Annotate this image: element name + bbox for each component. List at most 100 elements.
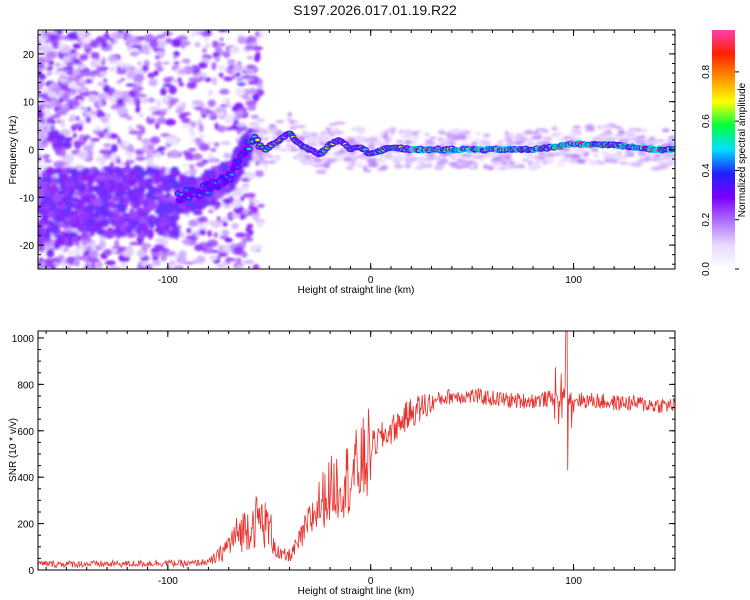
noise-blob [168, 215, 177, 223]
noise-blob [51, 176, 59, 185]
noise-blob [241, 251, 248, 258]
noise-blob [669, 135, 675, 139]
noise-blob [213, 192, 221, 199]
noise-blob [185, 178, 192, 188]
noise-blob [537, 141, 549, 145]
noise-blob [405, 158, 416, 163]
noise-blob [62, 231, 71, 240]
noise-blob [232, 74, 237, 79]
noise-blob [46, 124, 51, 132]
noise-blob [214, 122, 219, 130]
noise-blob [666, 159, 675, 163]
noise-blob [156, 66, 164, 72]
noise-blob [575, 147, 587, 151]
noise-blob [181, 43, 186, 49]
noise-blob [73, 247, 85, 255]
noise-blob [105, 130, 111, 140]
noise-blob [198, 123, 204, 133]
noise-blob [139, 197, 145, 206]
noise-blob [86, 206, 93, 212]
noise-blob [69, 100, 81, 107]
noise-blob [251, 46, 263, 51]
noise-blob [111, 104, 123, 108]
noise-blob [223, 204, 232, 209]
noise-blob [648, 158, 659, 161]
noise-blob [173, 51, 180, 58]
noise-blob [144, 184, 155, 190]
noise-blob [544, 156, 554, 162]
noise-blob [583, 158, 593, 161]
noise-blob [40, 177, 51, 183]
noise-blob [614, 126, 623, 129]
noise-blob [325, 158, 337, 164]
noise-blob [91, 51, 97, 60]
y-tick-label: 0 [28, 566, 34, 577]
noise-blob [64, 179, 69, 188]
noise-blob [53, 261, 60, 266]
ridge-cell [208, 187, 214, 191]
noise-blob [537, 130, 547, 135]
noise-blob [242, 208, 250, 215]
noise-blob [578, 131, 583, 136]
noise-blob [95, 220, 103, 230]
noise-blob [79, 106, 88, 110]
noise-blob [150, 252, 162, 257]
noise-blob [242, 155, 253, 161]
noise-blob [158, 231, 163, 236]
noise-blob [295, 153, 306, 158]
noise-blob [512, 165, 520, 169]
noise-blob [358, 136, 368, 141]
noise-blob [585, 129, 595, 132]
noise-blob [491, 161, 502, 165]
noise-blob [209, 169, 217, 180]
y-tick-label: 0 [28, 146, 34, 157]
noise-blob [414, 158, 426, 163]
noise-blob [211, 40, 219, 49]
noise-blob [146, 158, 154, 166]
noise-blob [108, 201, 115, 209]
noise-blob [137, 207, 145, 214]
noise-blob [95, 189, 101, 195]
noise-blob [69, 175, 79, 180]
noise-blob [149, 39, 159, 48]
noise-blob [261, 153, 273, 159]
noise-blob [301, 159, 313, 165]
noise-blob [502, 164, 511, 169]
noise-blob [632, 137, 637, 141]
noise-blob [156, 34, 166, 39]
noise-blob [38, 242, 44, 252]
noise-blob [249, 244, 259, 253]
noise-blob [128, 130, 140, 135]
noise-blob [617, 151, 622, 156]
noise-blob [156, 117, 167, 125]
noise-blob [146, 166, 151, 176]
noise-blob [221, 229, 229, 237]
noise-blob [68, 232, 77, 238]
noise-blob [605, 129, 612, 133]
noise-blob [324, 127, 332, 131]
noise-blob [98, 132, 105, 139]
noise-blob [250, 114, 259, 119]
noise-blob [63, 66, 74, 70]
y-tick-label: -20 [20, 241, 35, 252]
noise-blob [458, 135, 467, 140]
noise-blob [183, 58, 191, 64]
noise-blob [82, 191, 92, 196]
noise-blob [175, 104, 186, 108]
noise-blob [149, 106, 160, 112]
noise-blob [109, 67, 115, 72]
noise-blob [343, 157, 354, 162]
noise-blob [394, 156, 403, 162]
noise-blob [625, 149, 634, 155]
noise-blob [110, 98, 116, 106]
noise-blob [366, 141, 377, 144]
noise-blob [168, 139, 180, 146]
noise-blob [482, 133, 491, 138]
noise-blob [177, 77, 182, 84]
noise-blob [159, 216, 168, 224]
noise-blob [96, 174, 107, 181]
ridge-cell [236, 159, 242, 163]
noise-blob [390, 132, 395, 135]
noise-blob [237, 206, 244, 212]
